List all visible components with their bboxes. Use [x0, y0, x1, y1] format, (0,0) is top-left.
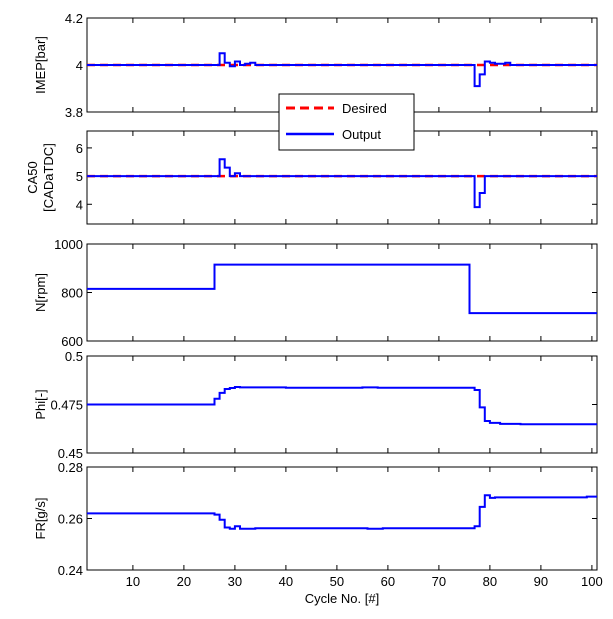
y-axis-label: Phi[-]: [33, 389, 48, 419]
series-output-line: [87, 52, 597, 88]
series-output-line: [87, 386, 597, 426]
y-tick-label: 0.24: [58, 563, 83, 578]
y-tick-label: 6: [76, 141, 83, 156]
x-axis-label: Cycle No. [#]: [305, 591, 379, 606]
y-axis-label: [CADaTDC]: [41, 143, 56, 212]
x-tick-label: 80: [483, 574, 497, 589]
y-axis-label: CA50: [25, 161, 40, 194]
y-tick-label: 1000: [54, 237, 83, 252]
y-tick-label: 800: [61, 286, 83, 301]
y-axis-label: FR[g/s]: [33, 498, 48, 540]
y-tick-label: 4: [76, 58, 83, 73]
y-tick-label: 0.475: [50, 398, 83, 413]
x-tick-label: 70: [432, 574, 446, 589]
legend: Desired Output: [278, 93, 415, 151]
y-tick-label: 0.28: [58, 460, 83, 475]
y-tick-label: 600: [61, 334, 83, 349]
panel-3: 600 800 1000 N[rpm]: [33, 237, 598, 349]
x-tick-label: 100: [581, 574, 603, 589]
axes-box: [86, 466, 598, 571]
x-tick-label: 40: [279, 574, 293, 589]
panel-4: 0.45 0.475 0.5 Phi[-]: [33, 349, 598, 461]
legend-output-label: Output: [342, 127, 381, 142]
series-output-line: [87, 263, 597, 315]
legend-box: [278, 93, 415, 151]
y-axis-label: IMEP[bar]: [33, 36, 48, 94]
y-tick-label: 0.45: [58, 446, 83, 461]
x-tick-label: 50: [330, 574, 344, 589]
x-tick-label: 90: [534, 574, 548, 589]
x-tick-label: 20: [177, 574, 191, 589]
panel-2: 4 5 6 CA50 [CADaTDC]: [25, 130, 598, 225]
y-tick-label: 0.26: [58, 512, 83, 527]
x-tick-label: 60: [381, 574, 395, 589]
series-output-line: [87, 158, 597, 209]
panel-5: 0.24 0.26 0.28 FR[g/s]: [33, 460, 598, 578]
y-tick-label: 4: [76, 197, 83, 212]
y-tick-label: 0.5: [65, 349, 83, 364]
y-tick-label: 4.2: [65, 11, 83, 26]
x-tick-label: 10: [126, 574, 140, 589]
axes-box: [86, 243, 598, 342]
x-tick-label: 30: [228, 574, 242, 589]
y-tick-label: 3.8: [65, 105, 83, 120]
y-tick-label: 5: [76, 169, 83, 184]
y-axis-label: N[rpm]: [33, 273, 48, 312]
legend-desired-label: Desired: [342, 101, 387, 116]
series-output-line: [87, 494, 597, 530]
